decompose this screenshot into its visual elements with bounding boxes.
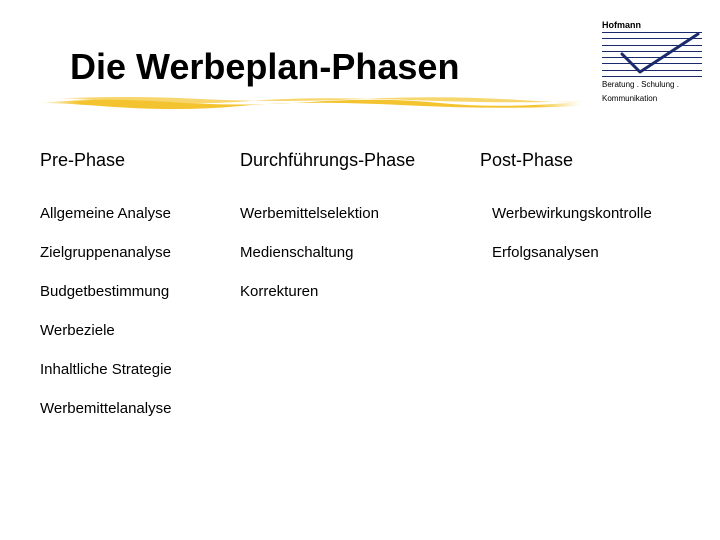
column-pre-phase: Pre-Phase Allgemeine Analyse Zielgruppen…: [40, 150, 240, 439]
checkmark-icon: [602, 32, 702, 76]
list-item: Werbemittelselektion: [240, 205, 460, 222]
column-head-durch: Durchführungs-Phase: [240, 150, 460, 171]
list-item: Zielgruppenanalyse: [40, 244, 240, 261]
column-durchfuehrung: Durchführungs-Phase Werbemittelselektion…: [240, 150, 460, 322]
list-item: Allgemeine Analyse: [40, 205, 240, 222]
list-item: Werbeziele: [40, 322, 240, 339]
logo-hline: [602, 76, 702, 77]
list-item: Erfolgsanalysen: [480, 244, 700, 261]
logo-lines: [602, 32, 702, 76]
logo-subtitle-2: Kommunikation: [602, 94, 702, 104]
logo-block: Hofmann Beratung . Schulung . Kommunikat…: [602, 20, 702, 104]
title-underline: [40, 96, 580, 110]
column-post-phase: Post-Phase Werbewirkungskontrolle Erfolg…: [480, 150, 700, 283]
column-head-pre: Pre-Phase: [40, 150, 240, 171]
list-item: Korrekturen: [240, 283, 460, 300]
list-item: Inhaltliche Strategie: [40, 361, 240, 378]
logo-subtitle-1: Beratung . Schulung .: [602, 80, 702, 90]
list-item: Werbewirkungskontrolle: [480, 205, 700, 222]
column-head-post: Post-Phase: [480, 150, 700, 171]
list-item: Medienschaltung: [240, 244, 460, 261]
list-item: Budgetbestimmung: [40, 283, 240, 300]
list-item: Werbemittelanalyse: [40, 400, 240, 417]
page-title: Die Werbeplan-Phasen: [70, 46, 459, 88]
logo-name: Hofmann: [602, 20, 702, 30]
